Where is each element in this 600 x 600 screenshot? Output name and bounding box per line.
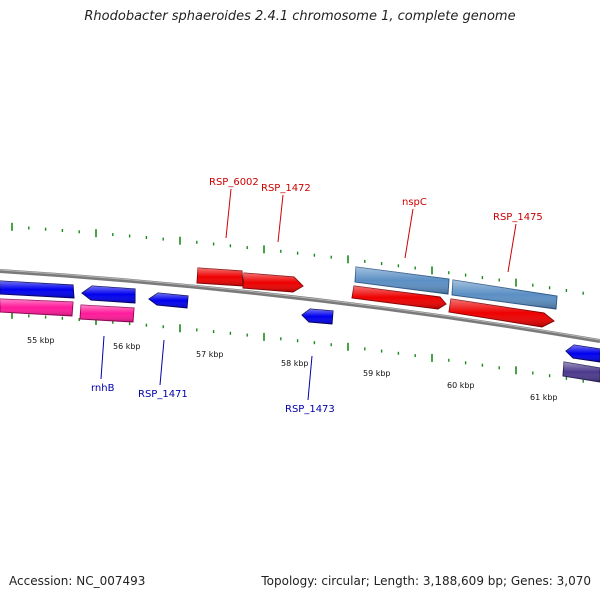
gene-red-strand-right[interactable]: [448, 298, 555, 328]
chromosome-backbone: [0, 269, 600, 343]
position-label: 59 kbp: [363, 369, 391, 378]
gene-rsp-1475[interactable]: [451, 279, 558, 310]
gene-label-rsp-1472: RSP_1472: [261, 183, 311, 194]
gene-rnhb[interactable]: [0, 298, 74, 317]
gene-blue-arrow-a[interactable]: [81, 285, 136, 304]
topology-label: Topology: circular; Length: 3,188,609 bp…: [261, 574, 591, 588]
leader-rsp-1475: [507, 223, 517, 273]
map-title: Rhodobacter sphaeroides 2.4.1 chromosome…: [84, 9, 516, 24]
gene-purple-right-edge[interactable]: [562, 361, 600, 383]
position-label: 55 kbp: [27, 336, 55, 345]
leader-rsp-1473: [307, 355, 313, 401]
gene-label-rsp-1473: RSP_1473: [285, 404, 335, 415]
gene-label-rsp-6002: RSP_6002: [209, 177, 259, 188]
leader-rnhb: [100, 335, 105, 380]
gene-upper-left[interactable]: [0, 280, 75, 299]
gene-label-nspc: nspC: [402, 197, 427, 208]
position-label: 57 kbp: [196, 350, 224, 359]
leader-nspc: [404, 208, 414, 259]
position-label: 61 kbp: [530, 393, 558, 402]
position-label: 56 kbp: [113, 342, 141, 351]
outer-tick-ring: [11, 222, 584, 295]
inner-tick-ring: [11, 310, 584, 383]
gene-rsp-1473[interactable]: [301, 308, 334, 325]
gene-label-rsp-1475: RSP_1475: [493, 212, 543, 223]
accession-label: Accession: NC_007493: [9, 574, 146, 588]
gene-red-strand-middle[interactable]: [351, 285, 447, 310]
gene-rsp-6002[interactable]: [196, 267, 244, 287]
position-label: 60 kbp: [447, 381, 475, 390]
gene-rsp-1471[interactable]: [148, 292, 189, 309]
gene-blue-arrow-right-edge[interactable]: [565, 344, 600, 363]
leader-rsp-1471: [159, 339, 165, 386]
gene-label-rsp-1471: RSP_1471: [138, 389, 188, 400]
gene-label-rnhb: rnhB: [91, 383, 115, 394]
leader-rsp-1472: [277, 194, 284, 243]
gene-nspc[interactable]: [354, 266, 450, 295]
leader-rsp-6002: [225, 188, 232, 239]
gene-rsp-1472[interactable]: [242, 272, 304, 293]
gene-pink-second[interactable]: [79, 304, 135, 323]
position-label: 58 kbp: [281, 359, 309, 368]
